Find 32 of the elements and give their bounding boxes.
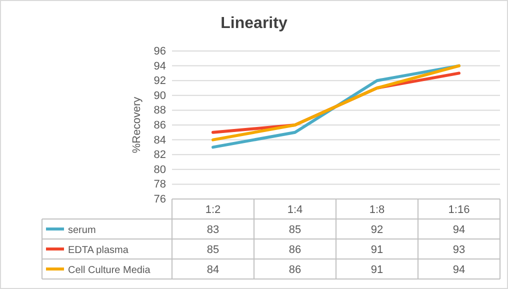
y-tick-label: 94 (154, 60, 166, 72)
data-label: 93 (452, 244, 466, 256)
data-label: 85 (206, 244, 220, 256)
data-label: 94 (452, 224, 466, 236)
y-tick-label: 80 (154, 164, 166, 176)
y-tick-label: 78 (154, 178, 166, 191)
data-label: 85 (288, 224, 302, 236)
legend-label: EDTA plasma (68, 245, 129, 256)
data-label: 92 (370, 224, 384, 236)
data-label: 91 (370, 244, 384, 256)
data-label: 94 (452, 264, 466, 276)
y-tick-label: 84 (154, 134, 166, 146)
legend-label: serum (68, 225, 96, 236)
data-label: 86 (288, 244, 302, 256)
chart-title: Linearity (220, 15, 288, 32)
y-tick-label: 96 (154, 46, 166, 58)
y-tick-label: 88 (154, 104, 166, 117)
x-tick-label: 1:4 (287, 204, 303, 216)
y-tick-label: 76 (154, 194, 166, 206)
y-axis-title: %Recovery (131, 96, 143, 154)
x-tick-label: 1:16 (448, 204, 470, 216)
data-label: 83 (206, 224, 220, 236)
data-label: 86 (288, 264, 302, 276)
data-label: 91 (370, 264, 384, 276)
y-tick-label: 92 (154, 75, 166, 88)
x-tick-label: 1:2 (205, 204, 221, 216)
y-tick-label: 86 (154, 120, 166, 132)
x-tick-label: 1:8 (369, 204, 385, 216)
data-label: 84 (206, 264, 220, 276)
y-tick-label: 82 (154, 149, 166, 162)
legend-label: Cell Culture Media (68, 265, 151, 276)
y-tick-label: 90 (154, 90, 166, 102)
